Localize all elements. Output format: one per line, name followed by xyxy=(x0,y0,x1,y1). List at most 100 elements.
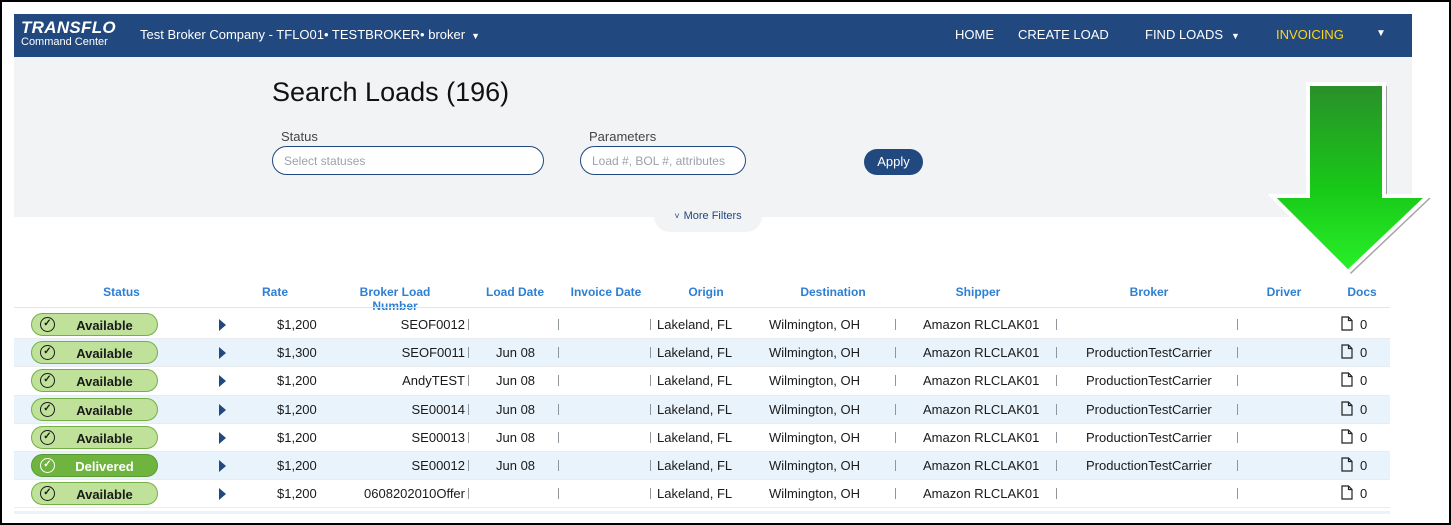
company-label: Test Broker Company - TFLO01• TESTBROKER… xyxy=(140,27,466,42)
nav-find-loads-label: FIND LOADS xyxy=(1145,27,1224,42)
status-badge-label: Available xyxy=(76,402,133,418)
column-header-shipper[interactable]: Shipper xyxy=(955,285,1001,299)
caret-down-icon: ▼ xyxy=(471,30,480,41)
nav-home[interactable]: HOME xyxy=(955,27,994,42)
check-circle-icon: ✓ xyxy=(40,317,55,332)
chevron-down-icon: ˅ xyxy=(674,211,680,221)
document-icon[interactable] xyxy=(1341,400,1353,416)
table-row[interactable]: ✓ Available $1,200 0608202010Offer Lakeland,… xyxy=(14,480,1390,509)
status-select[interactable]: Select statuses xyxy=(272,146,544,175)
nav-create-load[interactable]: CREATE LOAD xyxy=(1018,27,1109,42)
column-header-broker-load-number[interactable]: Broker Load Number xyxy=(359,285,431,313)
expand-row-icon[interactable] xyxy=(219,488,226,501)
cell-divider xyxy=(895,488,896,500)
status-placeholder: Select statuses xyxy=(284,154,366,168)
cell-divider xyxy=(650,488,651,500)
expand-row-icon[interactable] xyxy=(219,403,226,416)
cell-divider xyxy=(895,347,896,359)
cell-divider xyxy=(468,459,469,471)
cell-divider xyxy=(1237,347,1238,359)
transflo-logo[interactable]: TRANSFLO Command Center xyxy=(21,19,131,48)
status-badge-label: Available xyxy=(76,374,133,390)
docs-count-cell: 0 xyxy=(1360,317,1368,332)
load-date-cell: Jun 08 xyxy=(496,345,536,361)
table-row[interactable]: ✓ Available $1,200 SEOF0012 Lakeland, FL Wilm… xyxy=(14,311,1390,340)
shipper-cell: Amazon RLCLAK01 xyxy=(923,345,1040,361)
load-date-cell: Jun 08 xyxy=(496,401,536,417)
shipper-cell: Amazon RLCLAK01 xyxy=(923,429,1040,445)
table-row[interactable]: ✓ Available $1,300 SEOF0011 Jun 08 Lakeland, … xyxy=(14,339,1390,368)
docs-count-cell: 0 xyxy=(1360,429,1368,445)
cell-divider xyxy=(895,431,896,443)
destination-cell: Wilmington, OH xyxy=(769,401,861,417)
status-badge-label: Available xyxy=(76,318,133,333)
loads-table-body: ✓ Available $1,200 SEOF0012 Lakeland, FL Wilm… xyxy=(14,311,1390,509)
check-circle-icon: ✓ xyxy=(40,486,55,502)
more-filters-toggle[interactable]: ˅ More Filters xyxy=(654,202,762,232)
status-badge: ✓ Available xyxy=(31,369,158,393)
expand-row-icon[interactable] xyxy=(219,347,226,360)
origin-cell: Lakeland, FL xyxy=(657,373,733,389)
status-badge-label: Available xyxy=(76,487,133,503)
table-row[interactable]: ✓ Available $1,200 SE00013 Jun 08 Lakeland, F… xyxy=(14,424,1390,452)
cell-divider xyxy=(650,459,651,471)
green-down-arrow-icon xyxy=(1268,82,1432,275)
document-icon[interactable] xyxy=(1341,372,1353,387)
cell-divider xyxy=(558,488,559,500)
apply-button[interactable]: Apply xyxy=(864,149,923,175)
top-navbar: TRANSFLO Command Center Test Broker Comp… xyxy=(14,14,1412,57)
parameters-label: Parameters xyxy=(589,129,657,144)
expand-row-icon[interactable] xyxy=(219,319,226,331)
cell-divider xyxy=(650,319,651,330)
company-selector[interactable]: Test Broker Company - TFLO01• TESTBROKER… xyxy=(140,27,480,42)
check-circle-icon: ✓ xyxy=(40,457,55,473)
column-header-docs[interactable]: Docs xyxy=(1347,285,1377,299)
docs-count-cell: 0 xyxy=(1360,457,1368,473)
cell-divider xyxy=(468,488,469,500)
rate-cell: $1,200 xyxy=(277,317,317,332)
cell-divider xyxy=(558,403,559,415)
cell-divider xyxy=(1237,319,1238,330)
column-header-load-date[interactable]: Load Date xyxy=(485,285,544,299)
document-icon[interactable] xyxy=(1341,457,1353,472)
cell-divider xyxy=(468,375,469,387)
cell-divider xyxy=(1056,347,1057,359)
table-row[interactable]: ✓ Available $1,200 SE00014 Jun 08 Lakeland, F… xyxy=(14,395,1390,424)
expand-row-icon[interactable] xyxy=(219,375,226,388)
shipper-cell: Amazon RLCLAK01 xyxy=(923,457,1040,473)
rate-cell: $1,300 xyxy=(277,345,317,361)
nav-find-loads[interactable]: FIND LOADS ▼ xyxy=(1145,27,1240,42)
cell-divider xyxy=(558,347,559,359)
expand-row-icon[interactable] xyxy=(219,431,226,444)
cell-divider xyxy=(1056,488,1057,500)
column-header-status[interactable]: Status xyxy=(103,285,140,299)
partial-next-row xyxy=(14,511,1390,514)
document-icon[interactable] xyxy=(1341,344,1353,359)
rate-cell: $1,200 xyxy=(277,373,317,389)
destination-cell: Wilmington, OH xyxy=(769,486,861,502)
destination-cell: Wilmington, OH xyxy=(769,317,861,332)
table-row[interactable]: ✓ Delivered $1,200 SE00012 Jun 08 Lakeland, F… xyxy=(14,451,1390,481)
cell-divider xyxy=(1056,403,1057,415)
document-icon[interactable] xyxy=(1341,485,1353,500)
column-header-invoice-date[interactable]: Invoice Date xyxy=(570,285,642,299)
parameters-input[interactable]: Load #, BOL #, attributes xyxy=(580,146,746,175)
table-row[interactable]: ✓ Available $1,200 AndyTEST Jun 08 Lakeland, … xyxy=(14,367,1390,396)
page-title: Search Loads (196) xyxy=(272,77,510,107)
expand-row-icon[interactable] xyxy=(219,459,226,472)
column-header-origin[interactable]: Origin xyxy=(688,285,724,299)
document-icon[interactable] xyxy=(1341,429,1353,444)
status-label: Status xyxy=(281,129,318,144)
column-header-destination[interactable]: Destination xyxy=(800,285,866,299)
nav-invoicing[interactable]: INVOICING xyxy=(1276,27,1344,42)
cell-divider xyxy=(895,319,896,330)
cell-divider xyxy=(650,431,651,443)
status-badge: ✓ Available xyxy=(31,313,158,336)
column-header-driver[interactable]: Driver xyxy=(1266,285,1302,299)
column-header-rate[interactable]: Rate xyxy=(261,285,288,299)
nav-more-dropdown[interactable]: ▼ xyxy=(1376,28,1386,39)
status-badge: ✓ Available xyxy=(31,397,158,421)
cell-divider xyxy=(468,347,469,359)
column-header-broker[interactable]: Broker xyxy=(1129,285,1169,299)
document-icon[interactable] xyxy=(1341,316,1353,331)
